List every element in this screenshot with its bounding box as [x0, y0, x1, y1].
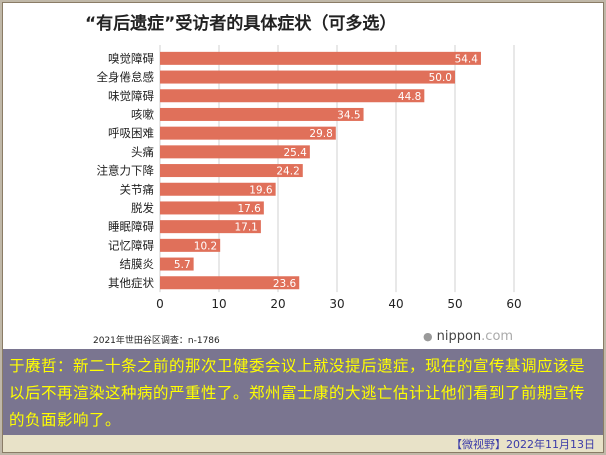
bar [160, 220, 261, 234]
data-label: 29.8 [309, 128, 332, 140]
brand-suffix: .com [481, 329, 514, 344]
x-tick-label: 40 [388, 297, 403, 311]
comment-panel: 于赓哲：新二十条之前的那次卫健委会议上就没提后遗症，现在的宣传基调应该是以后不再… [3, 349, 603, 435]
category-label: 咳嗽 [131, 107, 154, 121]
category-label: 全身倦怠感 [97, 70, 155, 84]
x-tick-label: 30 [329, 297, 344, 311]
chart-panel: “有后遗症”受访者的具体症状（可多选） 0 10 20 30 40 50 60 嗅觉障碍 54.… [3, 3, 603, 349]
bar [160, 126, 336, 140]
bar [160, 182, 276, 196]
bar [160, 89, 425, 103]
bar [160, 70, 455, 84]
bar [160, 107, 364, 121]
footer-bar: 【微视野】2022年11月13日 [3, 435, 603, 452]
bar [160, 257, 194, 271]
category-label: 头痛 [131, 145, 154, 159]
nippon-logo: ● nippon .com [423, 329, 513, 344]
survey-note: 2021年世田谷区调查：n-1786 [93, 336, 220, 346]
category-label: 记忆障碍 [108, 238, 154, 252]
data-label: 34.5 [337, 109, 360, 121]
data-label: 17.6 [237, 203, 261, 215]
bar [160, 276, 300, 290]
source-credit: 【微视野】2022年11月13日 [451, 438, 595, 451]
category-label: 睡眠障碍 [108, 220, 154, 234]
bar-chart: 0 10 20 30 40 50 60 嗅觉障碍 54.4 全身倦怠感 50.0 味觉障碍 44.8 咳嗽… [97, 45, 522, 311]
data-label: 17.1 [234, 222, 257, 234]
x-tick-label: 60 [506, 297, 521, 311]
bar [160, 164, 303, 178]
bar [160, 51, 481, 65]
category-label: 注意力下降 [97, 164, 155, 178]
data-label: 10.2 [194, 240, 217, 252]
nippon-logo-icon: ● [423, 330, 433, 343]
x-tick-label: 10 [211, 297, 226, 311]
bar [160, 145, 310, 159]
x-tick-label: 50 [447, 297, 462, 311]
data-label: 44.8 [398, 91, 421, 103]
comment-text: 于赓哲：新二十条之前的那次卫健委会议上就没提后遗症，现在的宣传基调应该是以后不再… [9, 357, 586, 429]
bar [160, 238, 221, 252]
chart-title: “有后遗症”受访者的具体症状（可多选） [85, 14, 397, 34]
category-label: 呼吸困难 [108, 126, 154, 140]
x-tick-label: 20 [270, 297, 285, 311]
data-label: 23.6 [273, 278, 297, 290]
data-label: 24.2 [276, 166, 299, 178]
data-label: 54.4 [455, 53, 479, 65]
bar [160, 201, 264, 215]
category-label: 其他症状 [108, 276, 154, 290]
data-label: 19.6 [249, 184, 273, 196]
category-label: 结膜炎 [120, 257, 155, 271]
category-label: 脱发 [131, 201, 154, 215]
category-label: 嗅觉障碍 [108, 51, 154, 65]
x-tick-label: 0 [156, 297, 164, 311]
data-label: 25.4 [283, 147, 307, 159]
data-label: 5.7 [174, 259, 191, 271]
data-label: 50.0 [429, 72, 452, 84]
category-label: 关节痛 [120, 182, 155, 196]
brand-name: nippon [436, 329, 482, 344]
category-label: 味觉障碍 [108, 89, 154, 103]
